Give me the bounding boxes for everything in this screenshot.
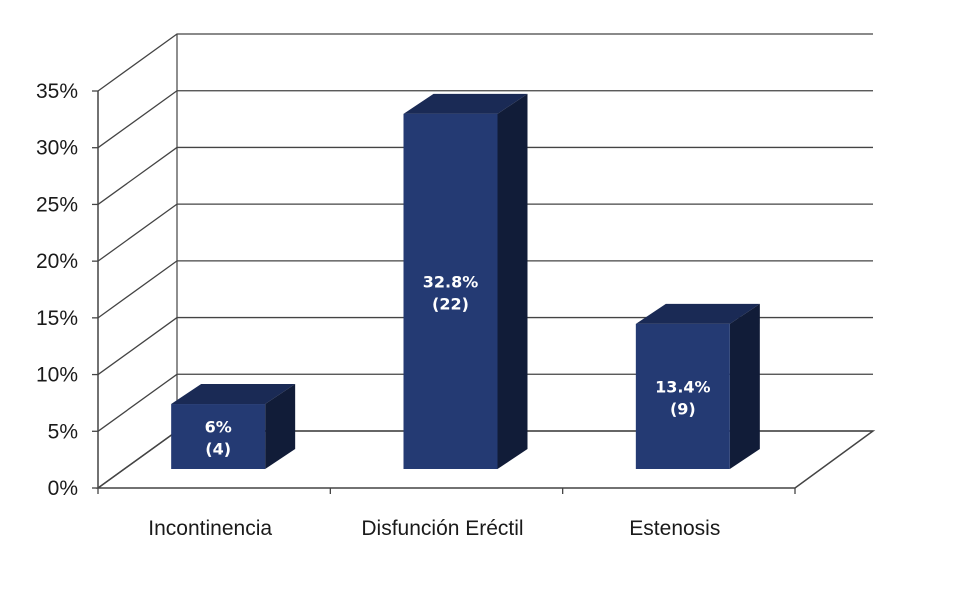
data-label-count: (9) (670, 399, 696, 418)
y-tick-label: 25% (36, 193, 78, 216)
bar (403, 113, 498, 469)
data-label-percent: 13.4% (655, 377, 711, 396)
bar-side (497, 93, 528, 469)
x-category-label: Incontinencia (148, 517, 272, 540)
data-label-count: (22) (432, 294, 469, 313)
y-axis-ticks: 0% 5% 10% 15% 20% 25% 30% 35% (36, 80, 78, 500)
bars (171, 93, 760, 469)
x-category-label: Disfunción Eréctil (361, 517, 523, 540)
y-tick-label: 0% (48, 477, 78, 500)
x-axis-labels: Incontinencia Disfunción Eréctil Estenosis (148, 517, 720, 540)
grid-layer (92, 33, 876, 494)
gridline (97, 33, 873, 92)
y-tick-label: 15% (36, 307, 78, 330)
y-tick-label: 5% (48, 420, 78, 443)
gridline (97, 203, 873, 262)
bar-top (635, 303, 760, 324)
y-tick-label: 35% (36, 80, 78, 103)
x-category-label: Estenosis (629, 517, 720, 540)
data-label-percent: 6% (205, 418, 232, 437)
bar (171, 404, 266, 469)
bar-side (729, 303, 760, 469)
y-tick-label: 10% (36, 364, 78, 387)
gridline (97, 260, 873, 319)
y-tick-label: 20% (36, 250, 78, 273)
data-label-count: (4) (205, 440, 231, 459)
data-labels: 6% (4) 32.8% (22) 13.4% (9) (205, 272, 711, 458)
gridline (97, 146, 873, 205)
bar-side (265, 384, 296, 469)
y-tick-label: 30% (36, 137, 78, 160)
gridline (97, 90, 873, 149)
bar (635, 323, 730, 469)
data-label-percent: 32.8% (423, 272, 479, 291)
bar-top (171, 384, 296, 405)
gridline (97, 316, 873, 376)
bar-top (403, 93, 528, 114)
